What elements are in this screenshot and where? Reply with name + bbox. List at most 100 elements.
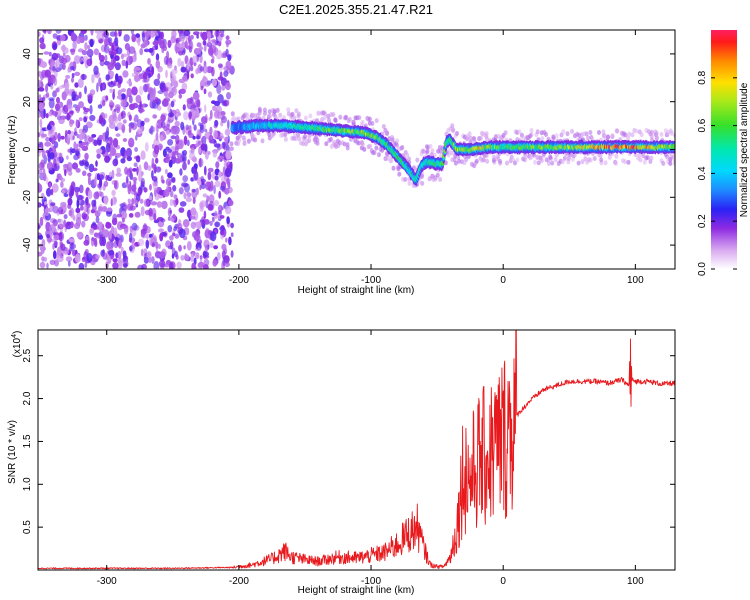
ridge-halo bbox=[372, 150, 377, 156]
noise-speckle bbox=[56, 255, 64, 263]
ridge-halo bbox=[301, 141, 306, 147]
noise-speckle bbox=[102, 150, 109, 158]
noise-speckle bbox=[186, 60, 190, 70]
noise-speckle bbox=[225, 237, 228, 243]
spectrogram-xtick-label: -300 bbox=[97, 275, 117, 286]
noise-speckle bbox=[89, 114, 96, 122]
noise-speckle bbox=[115, 106, 121, 114]
noise-speckle bbox=[224, 128, 231, 136]
ridge-halo bbox=[397, 171, 402, 177]
noise-speckle bbox=[214, 119, 219, 127]
noise-speckle bbox=[167, 148, 172, 153]
noise-speckle bbox=[150, 30, 157, 33]
noise-speckle bbox=[181, 150, 184, 157]
noise-speckle bbox=[122, 250, 127, 259]
noise-speckle bbox=[79, 184, 84, 194]
noise-speckle bbox=[125, 175, 129, 184]
ridge-halo bbox=[292, 115, 297, 121]
noise-speckle bbox=[155, 132, 159, 141]
noise-speckle bbox=[187, 159, 190, 166]
noise-speckle bbox=[121, 217, 125, 223]
noise-speckle bbox=[60, 243, 66, 251]
noise-speckle bbox=[194, 231, 200, 242]
ridge-halo bbox=[286, 107, 291, 113]
noise-speckle bbox=[215, 161, 220, 169]
noise-speckle bbox=[82, 170, 87, 177]
noise-speckle bbox=[109, 88, 113, 93]
noise-speckle bbox=[98, 204, 104, 214]
noise-speckle bbox=[84, 42, 88, 51]
noise-speckle bbox=[130, 30, 135, 35]
noise-speckle bbox=[219, 215, 225, 219]
noise-speckle bbox=[190, 207, 197, 216]
noise-speckle bbox=[83, 239, 90, 246]
noise-speckle bbox=[108, 81, 115, 88]
noise-speckle bbox=[224, 136, 229, 143]
noise-speckle bbox=[103, 195, 109, 205]
noise-speckle bbox=[158, 228, 164, 233]
noise-speckle bbox=[93, 48, 99, 56]
noise-speckle bbox=[95, 160, 98, 167]
ridge-halo bbox=[592, 156, 597, 161]
noise-speckle bbox=[76, 212, 82, 220]
ridge-halo bbox=[576, 160, 581, 166]
noise-speckle bbox=[165, 168, 168, 175]
noise-speckle bbox=[186, 192, 192, 198]
noise-speckle bbox=[38, 57, 42, 66]
noise-speckle bbox=[187, 129, 192, 136]
noise-speckle bbox=[75, 119, 79, 128]
spectrogram-ytick-label: 20 bbox=[22, 96, 33, 108]
noise-speckle bbox=[52, 65, 56, 72]
noise-speckle bbox=[180, 254, 185, 261]
noise-speckle bbox=[148, 195, 153, 201]
snr-ytick-label: 0.5 bbox=[22, 520, 33, 534]
ridge-halo bbox=[296, 111, 301, 117]
noise-speckle bbox=[87, 189, 93, 200]
noise-speckle bbox=[53, 77, 58, 86]
noise-speckle bbox=[68, 209, 73, 217]
ridge-halo bbox=[420, 180, 425, 186]
noise-speckle bbox=[121, 59, 127, 67]
noise-speckle bbox=[51, 111, 59, 116]
ridge-halo bbox=[331, 112, 336, 117]
noise-speckle bbox=[219, 230, 225, 236]
ridge-halo bbox=[329, 136, 333, 142]
noise-speckle bbox=[96, 148, 103, 155]
noise-speckle bbox=[49, 58, 54, 64]
ridge-halo bbox=[242, 141, 247, 146]
noise-speckle bbox=[63, 52, 66, 57]
noise-speckle bbox=[71, 77, 74, 83]
ridge-halo bbox=[368, 143, 373, 149]
noise-speckle bbox=[199, 124, 205, 134]
ridge-halo bbox=[278, 112, 283, 118]
noise-speckle bbox=[103, 180, 109, 187]
ridge-halo bbox=[535, 129, 540, 135]
noise-speckle bbox=[170, 177, 176, 183]
ridge-halo bbox=[586, 135, 590, 141]
ridge-halo bbox=[290, 111, 295, 117]
noise-speckle bbox=[133, 162, 138, 168]
noise-speckle bbox=[210, 231, 217, 242]
noise-speckle bbox=[181, 82, 188, 91]
ridge-halo bbox=[370, 121, 375, 126]
noise-speckle bbox=[126, 169, 133, 178]
noise-speckle bbox=[167, 225, 173, 233]
ridge-halo bbox=[588, 157, 593, 163]
snr-frame bbox=[37, 329, 676, 571]
noise-speckle bbox=[170, 100, 175, 108]
noise-speckle bbox=[70, 31, 76, 42]
noise-speckle bbox=[172, 126, 179, 135]
noise-speckle bbox=[147, 58, 151, 65]
ridge-halo bbox=[533, 159, 537, 165]
ridge-halo bbox=[307, 133, 312, 139]
noise-speckle bbox=[152, 40, 159, 46]
noise-speckle bbox=[39, 42, 46, 50]
noise-speckle bbox=[209, 109, 213, 120]
noise-speckle bbox=[77, 78, 84, 88]
noise-speckle bbox=[47, 30, 52, 35]
ridge-halo bbox=[638, 157, 643, 163]
noise-speckle bbox=[192, 91, 200, 101]
noise-speckle bbox=[192, 196, 196, 205]
noise-speckle bbox=[172, 185, 177, 192]
ridge-halo bbox=[453, 160, 458, 166]
